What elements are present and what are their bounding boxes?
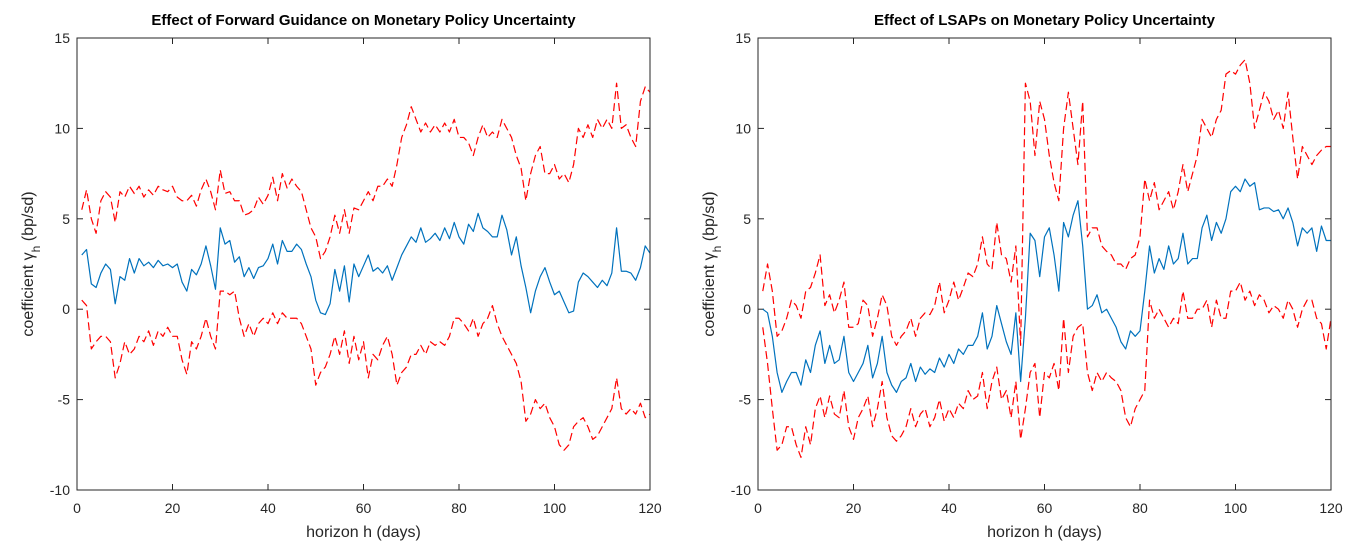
y-tick-label: 5 <box>743 211 751 227</box>
x-tick-label: 80 <box>1132 500 1148 516</box>
x-axis-label: horizon h (days) <box>306 524 421 541</box>
y-tick-label: -10 <box>731 482 751 498</box>
x-tick-label: 40 <box>260 500 276 516</box>
x-tick-label: 40 <box>941 500 957 516</box>
data-line <box>81 290 651 451</box>
y-tick-label: 10 <box>54 120 70 136</box>
y-tick-label: -10 <box>50 482 70 498</box>
plot-area <box>77 38 650 490</box>
axes-box <box>76 37 651 491</box>
x-tick-label: 60 <box>356 500 372 516</box>
x-tick-label: 120 <box>638 500 662 516</box>
x-tick-label: 20 <box>846 500 862 516</box>
chart-title: Effect of LSAPs on Monetary Policy Uncer… <box>874 12 1216 29</box>
y-tick-label: -5 <box>739 392 752 408</box>
y-tick-label: 15 <box>54 30 70 46</box>
x-tick-label: 0 <box>754 500 762 516</box>
x-tick-label: 100 <box>543 500 567 516</box>
x-tick-label: 100 <box>1224 500 1248 516</box>
y-tick-label: 15 <box>735 30 751 46</box>
data-line <box>762 178 1331 393</box>
x-tick-label: 120 <box>1319 500 1343 516</box>
chart-title: Effect of Forward Guidance on Monetary P… <box>151 12 576 29</box>
y-axis-label-part: coefficient γ <box>701 252 718 336</box>
y-axis-label-part: h <box>710 246 724 253</box>
y-tick-label: 10 <box>735 120 751 136</box>
x-tick-label: 80 <box>451 500 467 516</box>
y-axis-label: coefficient γh (bp/sd) <box>20 191 43 336</box>
y-axis-label-part: (bp/sd) <box>20 191 37 245</box>
y-axis-label: coefficient γh (bp/sd) <box>701 191 724 336</box>
y-tick-label: 5 <box>62 211 70 227</box>
x-axis-label: horizon h (days) <box>987 524 1102 541</box>
data-line <box>81 212 651 316</box>
data-line <box>762 281 1332 459</box>
data-line <box>762 59 1331 346</box>
y-tick-label: 0 <box>62 301 70 317</box>
y-axis-label-part: coefficient γ <box>20 252 37 336</box>
x-tick-label: 60 <box>1037 500 1053 516</box>
data-line <box>81 82 651 260</box>
y-axis-label-part: h <box>29 246 43 253</box>
plot-area <box>758 38 1331 490</box>
y-axis-label-part: (bp/sd) <box>701 191 718 245</box>
y-tick-label: 0 <box>743 301 751 317</box>
y-tick-label: -5 <box>58 392 71 408</box>
x-tick-label: 20 <box>165 500 181 516</box>
x-tick-label: 0 <box>73 500 81 516</box>
axes-box <box>757 37 1332 491</box>
